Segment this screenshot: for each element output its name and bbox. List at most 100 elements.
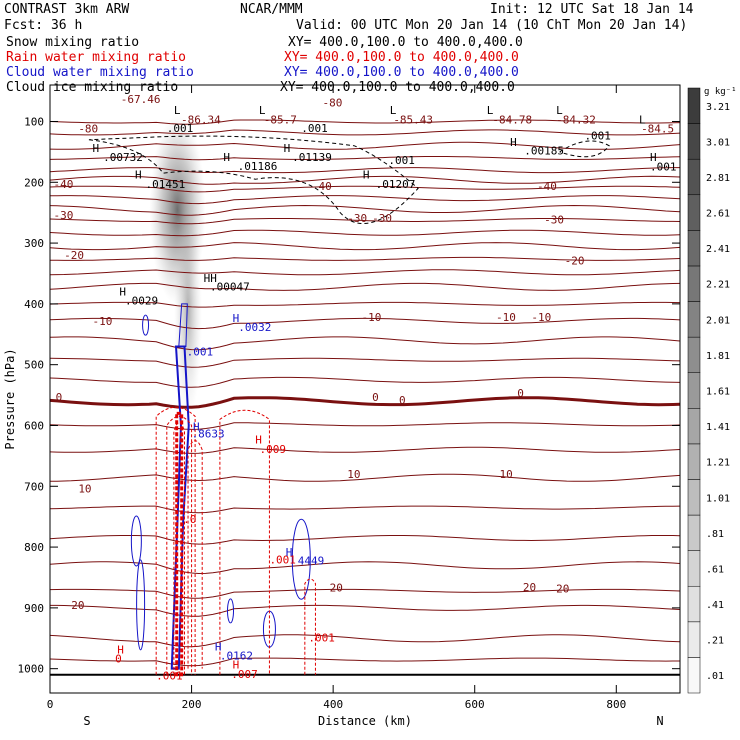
cloud-ice-label: .01207 <box>376 178 416 191</box>
cloud-ice-label: H <box>223 151 230 164</box>
cloud-water-label: H <box>233 312 240 325</box>
isotherm-line <box>49 218 681 225</box>
colorbar-label: 2.81 <box>706 173 730 184</box>
isotherm-line <box>49 256 681 261</box>
model-title: CONTRAST 3km ARW <box>4 2 130 17</box>
rain-water-label: H <box>117 643 124 656</box>
colorbar-label: 2.41 <box>706 244 730 255</box>
isotherm-line <box>49 588 681 599</box>
field-cloudwater-xy: XY= 400.0,100.0 to 400.0,400.0 <box>284 65 519 80</box>
y-tick-label: 200 <box>24 176 44 189</box>
rain-water-label: 0 <box>115 653 122 666</box>
snow-plume-lower <box>174 199 203 420</box>
cloud-water-cell-aloft <box>142 314 150 336</box>
rain-water-contour <box>173 421 185 675</box>
cloud-water-label: 4449 <box>298 555 325 568</box>
colorbar-cell <box>687 443 701 480</box>
cloud-ice-label: .0029 <box>125 294 158 307</box>
colorbar-unit: g kg⁻¹ <box>704 87 737 97</box>
cloud-ice-label: .001 <box>584 130 611 143</box>
colorbar-cell <box>687 408 701 445</box>
cloud-ice-contour-north <box>559 140 610 158</box>
rain-water-contour <box>219 409 270 675</box>
valid-time: Valid: 00 UTC Mon 20 Jan 14 (10 ChT Mon … <box>296 18 688 33</box>
isotherm-line <box>49 376 681 388</box>
colorbar-cell <box>687 657 701 694</box>
cloud-water-cell-small <box>227 598 235 624</box>
temperature-label: -40 <box>312 180 332 193</box>
colorbar-cell <box>687 621 701 658</box>
y-tick-label: 700 <box>24 480 44 493</box>
temperature-label: -85.7 <box>264 113 297 126</box>
temperature-label: 0 <box>372 391 379 404</box>
cloud-ice-label: H <box>284 142 291 155</box>
y-tick-label: 500 <box>24 359 44 372</box>
colorbar-label: .01 <box>706 671 724 682</box>
colorbar-label: 3.21 <box>706 102 730 113</box>
temperature-label: 20 <box>330 581 343 594</box>
isotherm-line <box>49 119 681 125</box>
y-tick-label: 900 <box>24 602 44 615</box>
isotherm-line <box>49 301 681 308</box>
cloud-water-label: H <box>215 640 222 653</box>
rain-water-contour <box>187 440 203 669</box>
isotherm-line <box>49 535 681 545</box>
cloud-ice-label: .001 <box>301 122 328 135</box>
isotherm-line <box>49 167 680 174</box>
isotherm-line <box>49 175 681 185</box>
isotherm-line <box>50 604 681 617</box>
cloud-ice-label: H <box>650 151 657 164</box>
x-axis-label: Distance (km) <box>318 714 412 728</box>
temperature-label: -84.78 <box>492 113 532 126</box>
colorbar-cell <box>687 479 701 516</box>
y-tick-label: 800 <box>24 541 44 554</box>
temperature-label: -30 <box>372 212 392 225</box>
colorbar-cell <box>687 372 701 409</box>
rain-water-label: .001 <box>308 631 335 644</box>
x-tick-label: 0 <box>47 698 54 711</box>
colorbar-cell <box>687 158 701 196</box>
center-label: NCAR/MMM <box>240 2 303 17</box>
temperature-label: -80 <box>323 96 343 109</box>
temperature-label: 10 <box>347 468 360 481</box>
rain-water-label: .001 <box>269 553 296 566</box>
rain-water-contour <box>155 406 196 675</box>
isotherm-line <box>49 561 681 575</box>
cloud-ice-label: L <box>487 104 494 117</box>
temperature-label: 0 <box>399 394 406 407</box>
cloud-water-cell-east <box>291 518 311 600</box>
temperature-label: -67.46 <box>121 93 161 106</box>
colorbar-label: 1.61 <box>706 387 730 398</box>
rain-water-core <box>175 411 184 677</box>
field-snow-name: Snow mixing ratio <box>6 35 140 50</box>
field-rain-xy: XY= 400.0,100.0 to 400.0,400.0 <box>284 50 519 65</box>
field-rain-name: Rain water mixing ratio <box>6 50 187 65</box>
cloud-ice-label: HH <box>204 272 217 285</box>
temperature-label: -40 <box>54 178 74 191</box>
x-tick-label: 600 <box>465 698 485 711</box>
colorbar-label: .21 <box>706 636 724 647</box>
isotherm-line <box>49 156 681 161</box>
isotherm-line <box>49 317 681 330</box>
isotherm-line <box>49 195 681 205</box>
isotherm-line <box>49 422 681 430</box>
cloud-ice-label: .00732 <box>103 151 143 164</box>
isotherm-line <box>49 242 681 251</box>
cloud-water-label: .0032 <box>238 321 271 334</box>
colorbar-label: 3.01 <box>706 137 730 148</box>
endpoint-right: N <box>656 714 663 728</box>
cloud-water-label: H <box>193 420 200 433</box>
x-tick-label: 400 <box>323 698 343 711</box>
cloud-water-label: .8633 <box>192 428 225 441</box>
cloud-ice-label: H <box>510 136 517 149</box>
cloud-water-core <box>170 345 190 670</box>
rain-water-label: .009 <box>260 443 287 456</box>
cloud-water-label: .001 <box>187 346 214 359</box>
y-tick-label: 1000 <box>18 663 45 676</box>
isotherm-line <box>49 634 681 648</box>
rain-water-label: .007 <box>231 668 258 681</box>
colorbar-cell <box>687 336 701 373</box>
rain-water-label: H <box>233 659 240 672</box>
y-tick-label: 100 <box>24 115 44 128</box>
field-cloudice-name: Cloud ice mixing ratio <box>6 80 179 95</box>
